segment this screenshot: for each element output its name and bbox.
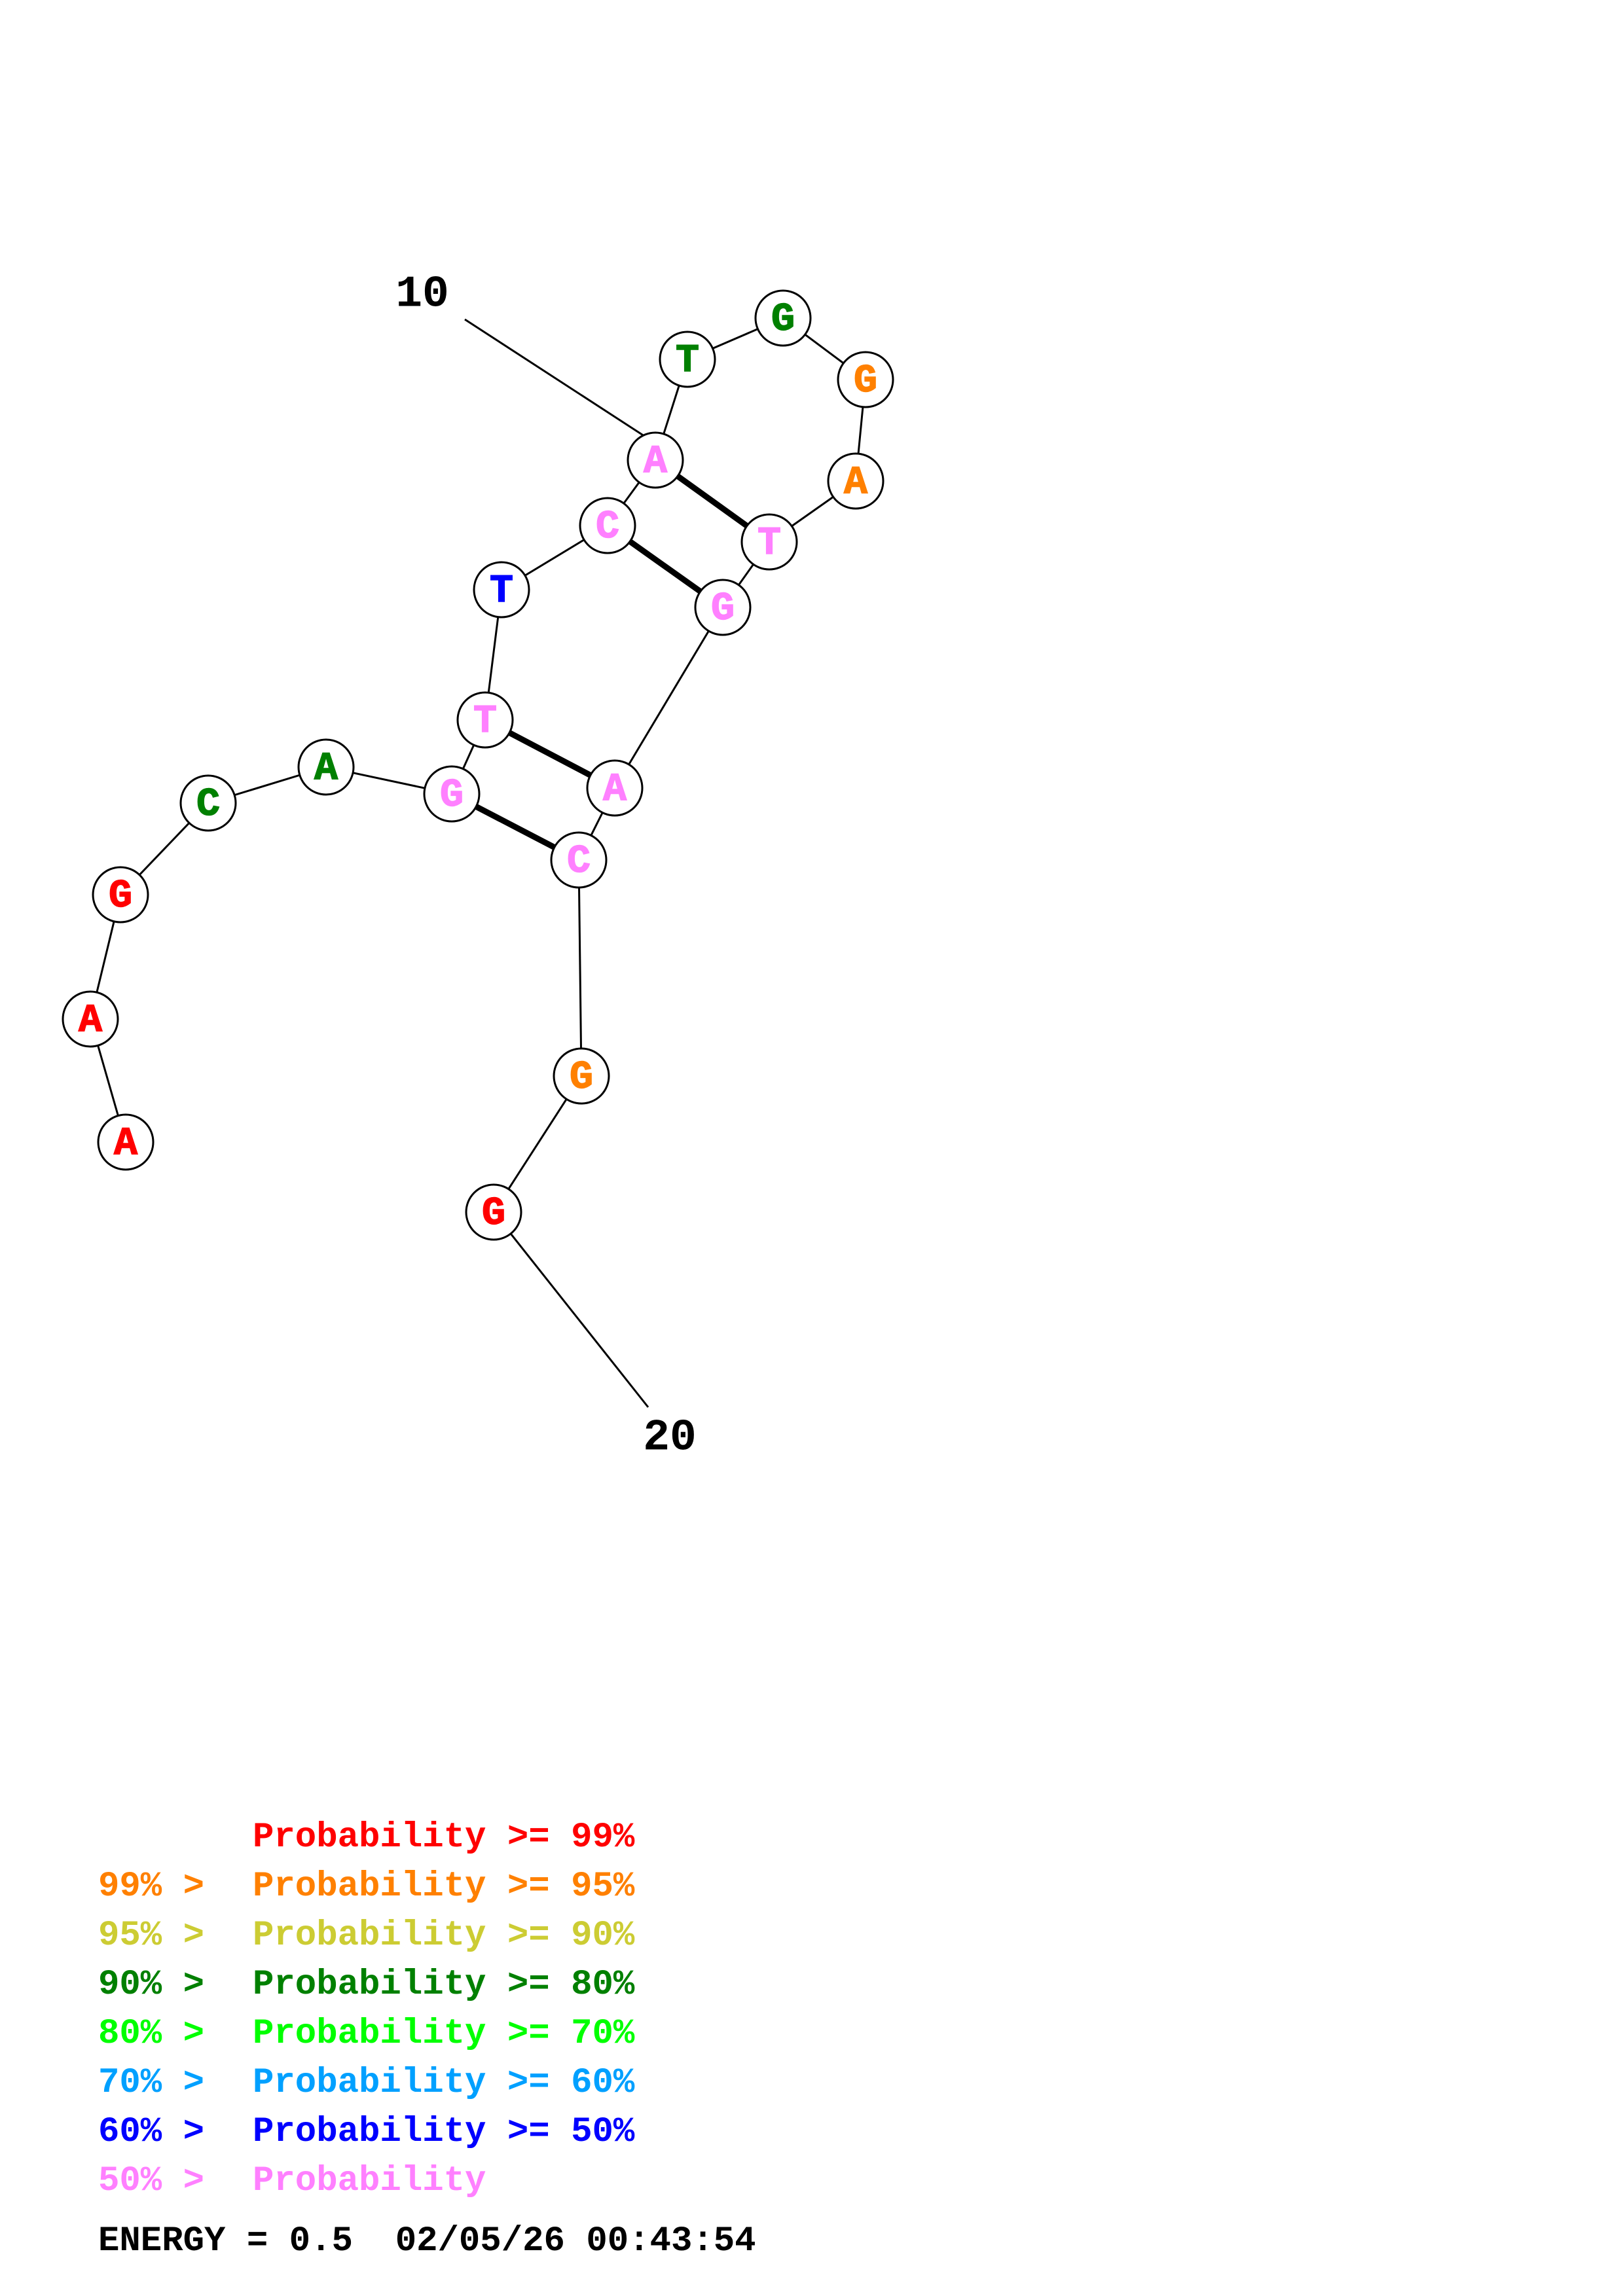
nucleotide-base: G	[854, 359, 877, 404]
nucleotide-18: C	[550, 831, 608, 889]
nucleotide-circle	[423, 765, 481, 823]
nucleotide-base: G	[109, 874, 132, 919]
nucleotide-base: G	[440, 774, 464, 818]
nucleotide-base: C	[567, 840, 591, 884]
nucleotide-9: C	[579, 497, 636, 554]
nucleotide-circle	[179, 774, 237, 832]
legend-prefix: 60% >	[98, 2112, 226, 2152]
nucleotide-12: G	[754, 289, 812, 347]
legend-label: Probability >= 50%	[253, 2112, 635, 2152]
legend-row: 95% > Probability >= 90%	[98, 1911, 634, 1960]
nucleotide-base: G	[771, 298, 795, 342]
nucleotide-circle	[827, 452, 884, 510]
legend-row: 50% > Probability	[98, 2157, 634, 2206]
index-label: 10	[395, 270, 449, 320]
nucleotide-base: C	[596, 505, 619, 550]
nucleotide-10: A	[627, 431, 684, 489]
index-leader-line	[492, 1211, 649, 1408]
legend-label: Probability >= 80%	[253, 1965, 635, 2005]
legend-row: 70% > Probability >= 60%	[98, 2058, 634, 2108]
nucleotide-circle	[550, 831, 608, 889]
nucleotide-base: T	[490, 569, 513, 614]
legend-label: Probability >= 60%	[253, 2063, 635, 2103]
nucleotide-16: G	[694, 579, 752, 636]
timestamp: 02/05/26 00:43:54	[395, 2221, 756, 2261]
index-label: 20	[643, 1413, 697, 1463]
nucleotide-circle	[465, 1183, 522, 1241]
nucleotide-circle	[627, 431, 684, 489]
nucleotide-base: A	[644, 440, 667, 484]
nucleotide-circle	[659, 331, 716, 388]
nucleotide-17: A	[586, 759, 644, 817]
nucleotide-base: G	[482, 1192, 505, 1236]
nucleotide-circle	[297, 738, 355, 796]
nucleotide-11: T	[659, 331, 716, 388]
nucleotide-base: A	[603, 768, 627, 812]
nucleotide-19: G	[553, 1047, 610, 1105]
legend-row: 99% > Probability >= 95%	[98, 1862, 634, 1911]
nucleotide-base: A	[79, 999, 102, 1043]
backbone-layer	[89, 317, 867, 1213]
legend-row: Probability >= 99%	[98, 1813, 634, 1862]
nucleotide-base: T	[676, 339, 699, 384]
legend-label: Probability >= 95%	[253, 1867, 635, 1907]
nucleotide-base: A	[114, 1122, 137, 1166]
legend-label: Probability	[253, 2161, 486, 2201]
nucleotide-circle	[837, 351, 894, 408]
legend-prefix: 70% >	[98, 2063, 226, 2103]
nucleotide-circle	[694, 579, 752, 636]
legend-prefix: 95% >	[98, 1916, 226, 1956]
energy-footer: ENERGY = 0.5 02/05/26 00:43:54	[98, 2221, 756, 2261]
nucleotide-base: T	[473, 700, 497, 744]
nucleotide-circle	[97, 1113, 155, 1171]
index-label-layer: 10 20	[395, 270, 697, 1463]
nucleotide-5: A	[297, 738, 355, 796]
legend-prefix: 99% >	[98, 1867, 226, 1907]
legend-label: Probability >= 99%	[253, 1818, 635, 1857]
legend-label: Probability >= 90%	[253, 1916, 635, 1956]
nucleotide-circle	[473, 561, 530, 619]
nucleotide-4: C	[179, 774, 237, 832]
index-leader-line	[464, 318, 649, 440]
nucleotide-3: G	[92, 866, 149, 924]
nucleotide-15: T	[740, 513, 798, 571]
nucleotide-circle	[740, 513, 798, 571]
energy-value: ENERGY = 0.5	[98, 2221, 353, 2261]
nucleotide-14: A	[827, 452, 884, 510]
probability-legend: Probability >= 99% 99% > Probability >= 9…	[98, 1813, 634, 2206]
nucleotide-8: T	[473, 561, 530, 619]
backbone-segment	[613, 607, 724, 789]
nucleotide-base: G	[711, 587, 735, 632]
nucleotide-2: A	[62, 990, 119, 1048]
legend-prefix: 50% >	[98, 2161, 226, 2201]
legend-row: 60% > Probability >= 50%	[98, 2108, 634, 2157]
nucleotide-base: C	[196, 783, 220, 827]
backbone-segment	[577, 859, 583, 1077]
nucleotide-circle	[586, 759, 644, 817]
nucleotide-base: T	[757, 522, 781, 566]
nucleotide-base: A	[844, 461, 867, 505]
nucleotide-circle	[62, 990, 119, 1048]
nucleotide-6: G	[423, 765, 481, 823]
nucleotide-circle	[456, 691, 514, 749]
nucleotide-1: A	[97, 1113, 155, 1171]
legend-prefix: 90% >	[98, 1965, 226, 2005]
nucleotide-base: A	[314, 747, 338, 791]
nucleotide-base: G	[570, 1056, 593, 1100]
legend-label: Probability >= 70%	[253, 2014, 635, 2054]
nucleotide-13: G	[837, 351, 894, 408]
legend-row: 80% > Probability >= 70%	[98, 2009, 634, 2058]
nucleotide-circle	[92, 866, 149, 924]
nucleotide-7: T	[456, 691, 514, 749]
nucleotide-circle	[553, 1047, 610, 1105]
nucleotide-20: G	[465, 1183, 522, 1241]
nucleotide-circle	[754, 289, 812, 347]
legend-prefix: 80% >	[98, 2014, 226, 2054]
legend-row: 90% > Probability >= 80%	[98, 1960, 634, 2009]
nucleotide-circle	[579, 497, 636, 554]
